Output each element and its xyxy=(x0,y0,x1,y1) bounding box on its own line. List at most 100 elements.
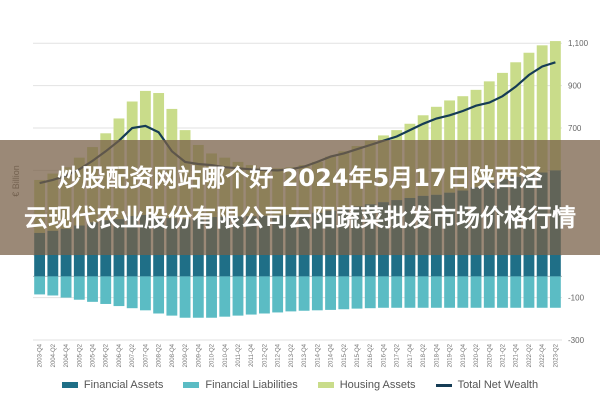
banner-line-1: 炒股配资网站哪个好 2024年5月17日陕西泾 xyxy=(57,163,543,192)
bar-financial-liabilities xyxy=(470,276,482,308)
x-tick-label: 2021-Q4 xyxy=(514,343,520,367)
x-tick-label: 2008-Q4 xyxy=(170,343,176,367)
x-tick-label: 2003-Q4 xyxy=(38,343,44,367)
legend-swatch-total-net-wealth xyxy=(435,383,452,387)
x-tick-label: 2015-Q2 xyxy=(342,343,348,367)
x-tick-label: 2016-Q2 xyxy=(368,343,374,367)
y-tick-label: -100 xyxy=(568,294,585,303)
bar-financial-liabilities xyxy=(338,276,350,310)
x-tick-label: 2009-Q2 xyxy=(183,343,189,367)
bar-financial-liabilities xyxy=(391,276,403,308)
bar-financial-liabilities xyxy=(483,276,495,308)
overlay-banner: 炒股配资网站哪个好 2024年5月17日陕西泾 云现代农业股份有限公司云阳蔬菜批… xyxy=(0,140,600,255)
x-tick-label: 2021-Q2 xyxy=(500,343,506,367)
bar-financial-liabilities xyxy=(497,276,508,308)
bar-financial-liabilities xyxy=(457,276,469,308)
x-tick-label: 2017-Q2 xyxy=(395,343,401,367)
x-tick-label: 2004-Q2 xyxy=(51,343,57,367)
bar-financial-liabilities xyxy=(232,276,244,316)
x-tick-label: 2018-Q2 xyxy=(421,343,427,367)
x-tick-label: 2008-Q2 xyxy=(157,343,163,367)
bar-financial-liabilities xyxy=(523,276,535,308)
legend-item-financial-liabilities: Financial Liabilities xyxy=(183,379,298,391)
x-tick-label: 2020-Q2 xyxy=(474,343,480,367)
y-tick-label: 1,100 xyxy=(568,39,589,48)
bar-financial-liabilities xyxy=(126,276,138,309)
legend-swatch-housing-assets xyxy=(317,382,334,388)
bar-financial-liabilities xyxy=(351,276,363,309)
x-tick-label: 2006-Q2 xyxy=(104,343,110,367)
bar-financial-liabilities xyxy=(245,276,257,315)
bar-financial-liabilities xyxy=(47,276,59,296)
x-tick-label: 2005-Q4 xyxy=(91,343,97,367)
bar-financial-liabilities xyxy=(34,276,46,295)
x-tick-label: 2023-Q2 xyxy=(553,343,559,367)
bar-financial-liabilities xyxy=(417,276,429,308)
x-tick-label: 2011-Q2 xyxy=(236,343,242,367)
x-tick-label: 2004-Q4 xyxy=(64,343,70,367)
legend-label-financial-assets: Financial Assets xyxy=(83,379,164,391)
x-tick-label: 2012-Q2 xyxy=(262,343,268,367)
bar-financial-liabilities xyxy=(153,276,165,314)
bar-housing-assets xyxy=(510,62,522,177)
x-tick-label: 2007-Q2 xyxy=(130,343,136,367)
bar-financial-liabilities xyxy=(311,276,323,311)
x-tick-label: 2022-Q2 xyxy=(527,343,533,367)
bar-financial-liabilities xyxy=(430,276,442,308)
legend-swatch-financial-liabilities xyxy=(183,382,200,388)
bar-financial-liabilities xyxy=(192,276,204,318)
x-tick-label: 2011-Q4 xyxy=(249,343,255,367)
x-tick-label: 2009-Q4 xyxy=(196,343,202,367)
legend-label-housing-assets: Housing Assets xyxy=(339,379,416,391)
x-tick-label: 2015-Q4 xyxy=(355,343,361,367)
legend-item-housing-assets: Housing Assets xyxy=(317,379,416,391)
bar-financial-liabilities xyxy=(60,276,72,298)
bar-financial-liabilities xyxy=(219,276,231,317)
x-tick-label: 2018-Q4 xyxy=(434,343,440,367)
bar-financial-liabilities xyxy=(536,276,548,308)
x-tick-label: 2013-Q2 xyxy=(289,343,295,367)
x-tick-label: 2020-Q4 xyxy=(487,343,493,367)
y-tick-label: 700 xyxy=(568,124,582,133)
bar-financial-liabilities xyxy=(113,276,125,307)
bar-financial-liabilities xyxy=(139,276,151,311)
bar-financial-liabilities xyxy=(166,276,178,316)
bar-housing-assets xyxy=(523,52,535,175)
x-tick-label: 2013-Q4 xyxy=(302,343,308,367)
legend-swatch-financial-assets xyxy=(61,382,78,388)
bar-financial-liabilities xyxy=(285,276,297,312)
y-tick-label: 900 xyxy=(568,82,582,91)
x-tick-label: 2006-Q4 xyxy=(117,343,123,367)
bar-financial-liabilities xyxy=(206,276,217,318)
bar-financial-liabilities xyxy=(73,276,85,300)
x-tick-label: 2007-Q4 xyxy=(143,343,149,367)
y-tick-label: -300 xyxy=(568,336,585,345)
x-tick-label: 2019-Q4 xyxy=(461,343,467,367)
bar-financial-liabilities xyxy=(325,276,336,310)
x-tick-label: 2010-Q2 xyxy=(210,343,216,367)
bar-housing-assets xyxy=(497,72,508,179)
bar-financial-liabilities xyxy=(87,276,98,302)
x-tick-label: 2019-Q2 xyxy=(448,343,454,367)
x-tick-label: 2014-Q2 xyxy=(315,343,321,367)
x-tick-label: 2022-Q4 xyxy=(540,343,546,367)
x-tick-label: 2010-Q4 xyxy=(223,343,229,367)
bar-financial-liabilities xyxy=(272,276,284,313)
bar-financial-liabilities xyxy=(404,276,416,308)
bar-financial-liabilities xyxy=(259,276,270,314)
x-tick-label: 2017-Q4 xyxy=(408,343,414,367)
banner-line-2: 云现代农业股份有限公司云阳蔬菜批发市场价格行情 xyxy=(24,203,576,232)
bar-financial-liabilities xyxy=(378,276,389,308)
legend-label-total-net-wealth: Total Net Wealth xyxy=(457,379,539,391)
bar-housing-assets xyxy=(549,41,561,171)
legend-item-total-net-wealth: Total Net Wealth xyxy=(435,379,539,391)
x-tick-label: 2005-Q2 xyxy=(77,343,83,367)
bar-housing-assets xyxy=(470,89,482,188)
bar-housing-assets xyxy=(536,45,548,173)
bar-financial-liabilities xyxy=(510,276,522,308)
legend-item-financial-assets: Financial Assets xyxy=(61,379,164,391)
legend-label-financial-liabilities: Financial Liabilities xyxy=(205,379,298,391)
chart-legend: Financial Assets Financial Liabilities H… xyxy=(0,376,600,394)
bar-housing-assets xyxy=(483,81,495,184)
bar-financial-liabilities xyxy=(100,276,112,304)
